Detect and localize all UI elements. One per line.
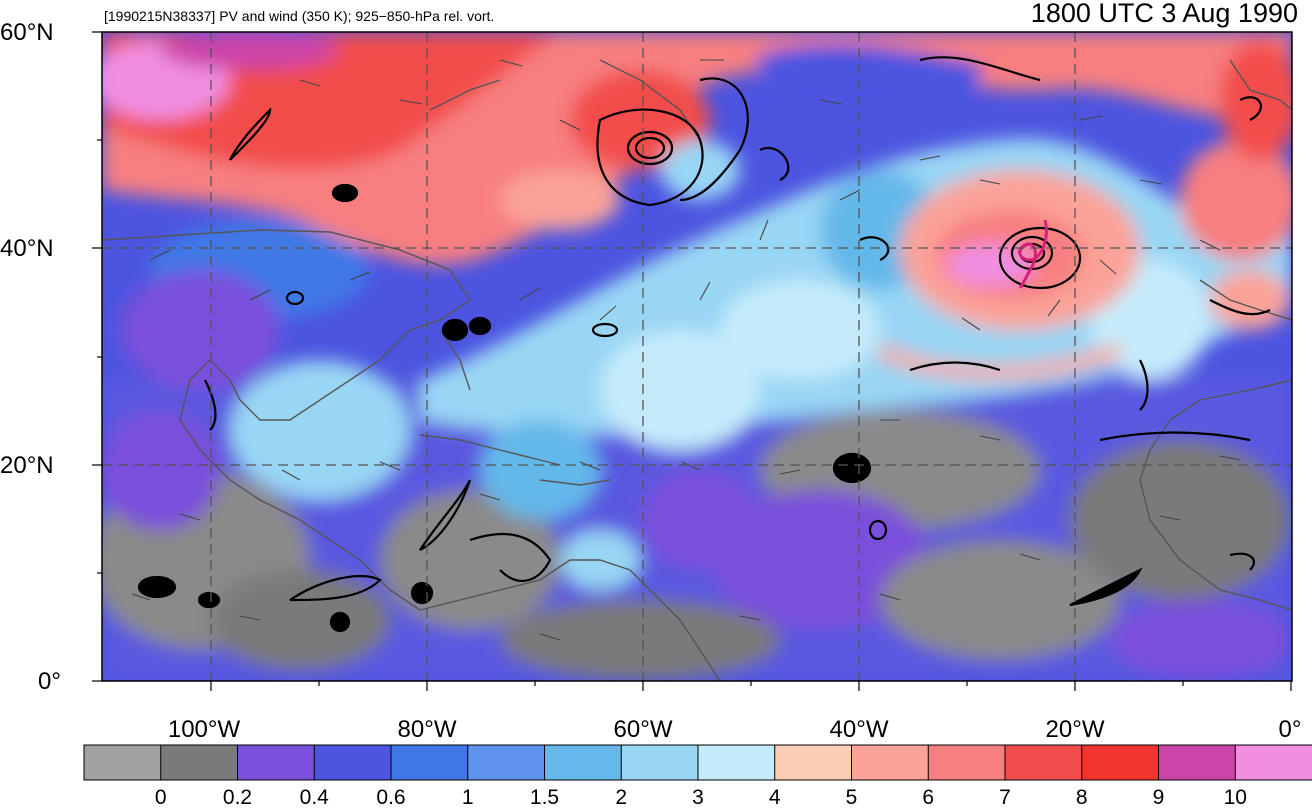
plot-title: [1990215N38337] PV and wind (350 K); 925… — [104, 8, 495, 24]
colorbar-swatch — [1234, 744, 1312, 781]
colorbar-swatch — [620, 744, 699, 781]
colorbar-swatch — [544, 744, 623, 781]
colorbar-label: 0.6 — [376, 786, 406, 809]
lat-label-40n: 40°N — [0, 235, 54, 262]
lon-label-60w: 60°W — [613, 716, 673, 743]
colorbar-label: 7 — [999, 786, 1011, 809]
colorbar-swatch — [390, 744, 469, 781]
colorbar-label: 9 — [1152, 786, 1165, 809]
wind-barbs — [131, 59, 1241, 641]
lat-label-60n: 60°N — [0, 19, 54, 46]
lat-label-0: 0° — [38, 668, 61, 695]
axis-ticks — [92, 31, 1292, 691]
colorbar-swatch — [1158, 744, 1237, 781]
lat-label-20n: 20°N — [0, 452, 54, 479]
colorbar-label: 1 — [461, 786, 474, 809]
colorbar-label: 0 — [154, 786, 167, 809]
colorbar-swatch — [1081, 744, 1160, 781]
coastlines — [102, 59, 1292, 681]
colorbar-label: 1.5 — [529, 786, 560, 809]
colorbar-label: 4 — [768, 786, 781, 809]
vorticity-contours — [137, 56, 1271, 633]
lon-label-40w: 40°W — [829, 716, 889, 743]
lon-label-20w: 20°W — [1045, 716, 1105, 743]
colorbar-swatch — [774, 744, 853, 781]
colorbar-swatch — [697, 744, 776, 781]
colorbar-label: 0.4 — [299, 786, 329, 809]
colorbar-label: 2 — [615, 786, 628, 809]
colorbar-label: 5 — [845, 786, 858, 809]
colorbar-label: 10 — [1223, 786, 1247, 809]
colorbar-swatch — [927, 744, 1006, 781]
colorbar-swatch — [237, 744, 316, 781]
colorbar-swatch — [1004, 744, 1083, 781]
colorbar-swatch — [83, 744, 162, 781]
pv-field — [102, 32, 1292, 681]
colorbar-swatch — [160, 744, 239, 781]
colorbar-label: 6 — [922, 786, 935, 809]
lat-lon-grid — [102, 32, 1292, 681]
colorbar-label: 8 — [1075, 786, 1088, 809]
lon-label-80w: 80°W — [397, 716, 457, 743]
colorbar — [83, 744, 1312, 781]
lon-label-0: 0° — [1278, 716, 1302, 743]
lon-label-100w: 100°W — [167, 716, 241, 743]
storm-track — [1018, 219, 1048, 289]
colorbar-swatch — [851, 744, 930, 781]
plot-time: 1800 UTC 3 Aug 1990 — [1030, 0, 1298, 28]
colorbar-label: 0.2 — [222, 786, 253, 809]
colorbar-swatch — [313, 744, 392, 781]
colorbar-swatch — [467, 744, 546, 781]
colorbar-label: 3 — [692, 786, 704, 809]
